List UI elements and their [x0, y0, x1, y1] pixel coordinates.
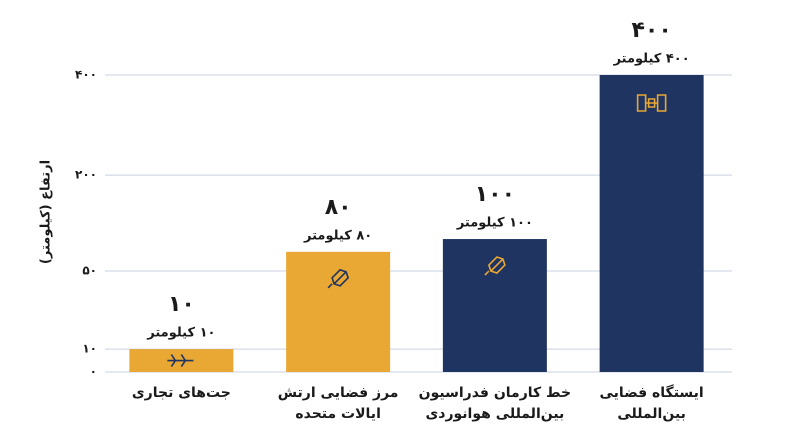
y-tick-label: ۰: [90, 365, 97, 379]
icon-shape: [484, 256, 506, 276]
value-caption: ۴۰۰ کیلومتر: [613, 52, 690, 67]
value-label: ۴۰۰: [631, 18, 671, 43]
bar-icon: [167, 354, 194, 368]
bar: [286, 251, 391, 372]
y-tick-label: ۴۰۰: [75, 68, 97, 82]
value-label: ۱۰۰: [475, 182, 515, 207]
value-label: ۱۰: [168, 292, 195, 317]
x-tick-label: ایستگاه فضایی بین‌المللی: [600, 384, 704, 422]
y-tick-label: ۱۰: [82, 342, 97, 356]
bar-icon: [484, 256, 506, 276]
bar-icon: [636, 94, 667, 112]
value-caption: ۸۰ کیلومتر: [303, 228, 372, 243]
x-tick-label: خط کارمان فدراسیون بین‌المللی هوانوردی: [419, 385, 571, 422]
icon-shape: [167, 354, 194, 368]
y-axis-label: ارتفاع (کیلومتر): [39, 160, 54, 264]
value-label: ۸۰: [325, 195, 352, 220]
icon-shape: [636, 94, 667, 112]
bar: [442, 239, 547, 372]
y-tick-label: ۵۰: [82, 264, 97, 278]
x-tick-label: مرز فضایی ارتش ایالات متحده: [278, 385, 399, 422]
x-tick-label: جت‌های تجاری: [132, 385, 231, 401]
icon-shape: [327, 268, 350, 289]
value-caption: ۱۰ کیلومتر: [146, 326, 215, 341]
y-tick-label: ۲۰۰: [75, 168, 97, 182]
bar-icon: [327, 268, 350, 289]
bar: [599, 75, 704, 372]
value-caption: ۱۰۰ کیلومتر: [456, 216, 533, 231]
